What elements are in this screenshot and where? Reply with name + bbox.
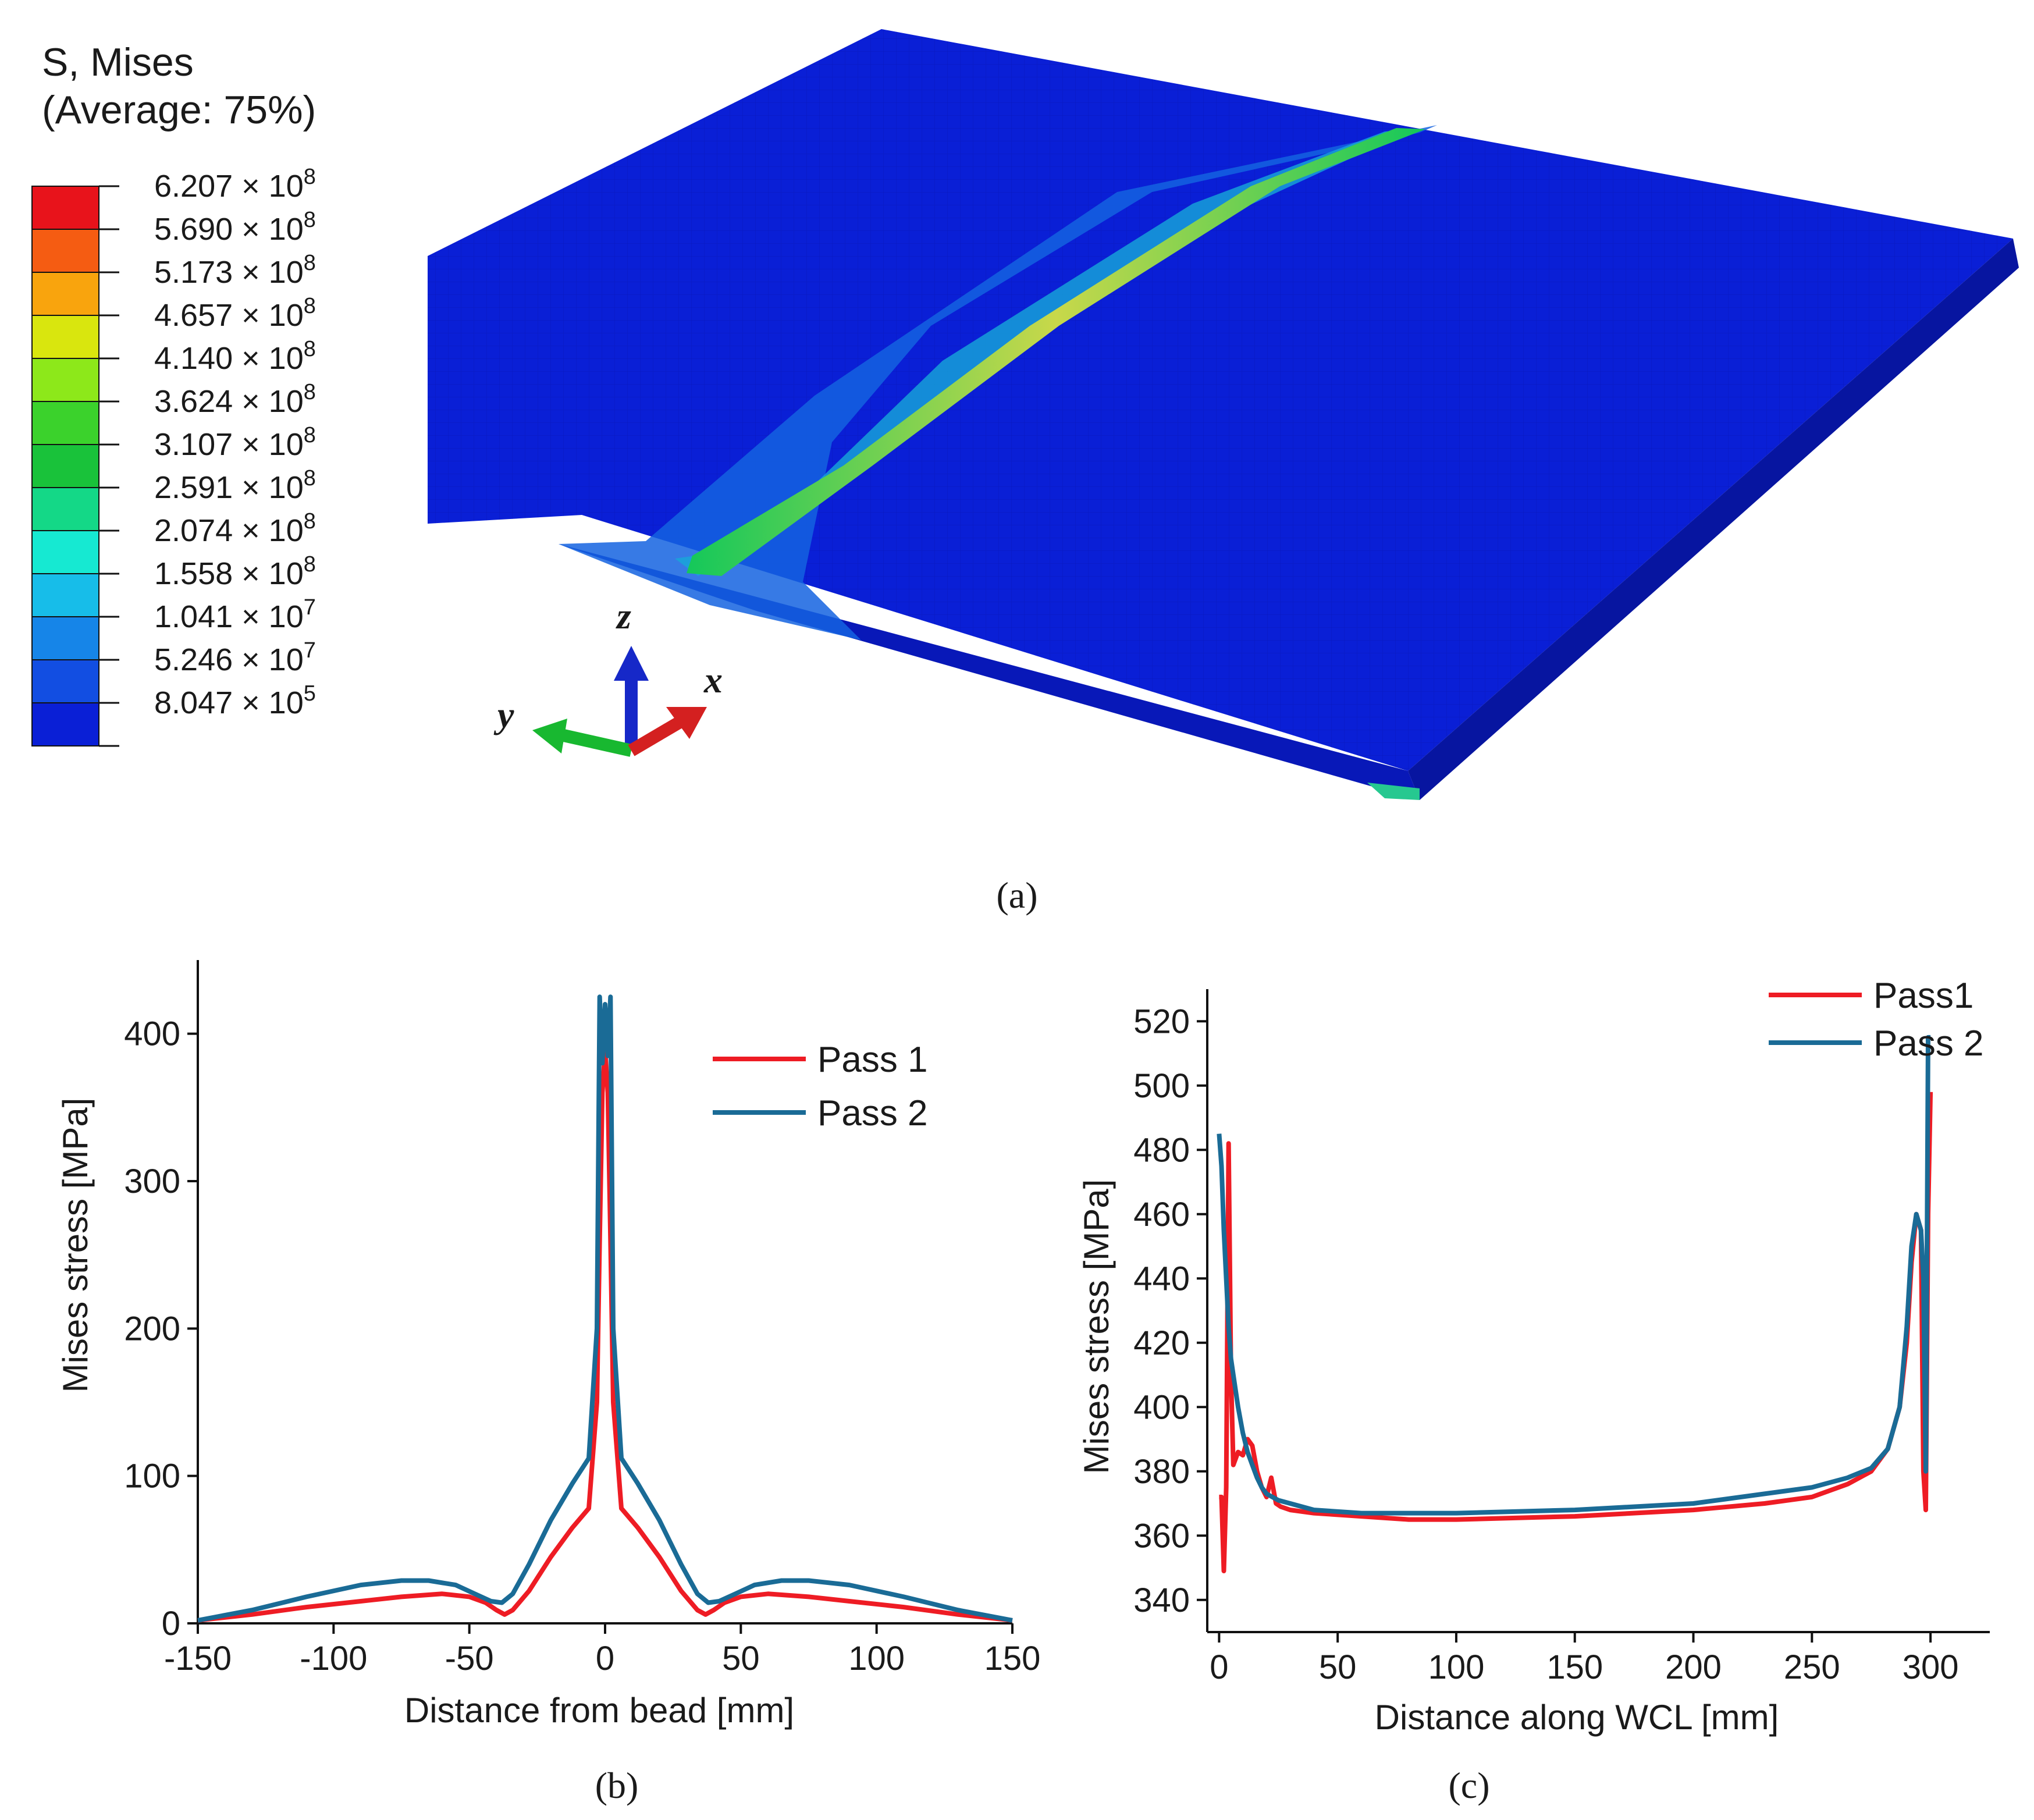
series-line-0: [197, 1046, 1013, 1623]
z-arrow-head: [614, 646, 649, 681]
y-tick-label: 380: [1133, 1453, 1190, 1491]
y-tick-label: 200: [124, 1310, 180, 1348]
legend-label-1: Pass 2: [817, 1093, 928, 1133]
legend-label-1: 5.690 × 108: [154, 208, 316, 247]
x-tick-label: 50: [722, 1640, 760, 1677]
x-arrow-head: [666, 707, 707, 739]
x-tick-label: 250: [1784, 1648, 1840, 1686]
legend-label-6: 3.107 × 108: [154, 423, 316, 462]
legend-label-8: 2.074 × 108: [154, 509, 316, 548]
x-tick-label: -100: [300, 1640, 367, 1677]
y-tick-label: 300: [124, 1163, 180, 1200]
y-arrow-head: [532, 719, 567, 753]
y-tick-label: 0: [162, 1605, 180, 1643]
legend-label-1: Pass 2: [1873, 1023, 1984, 1064]
z-axis-label: z: [616, 595, 631, 637]
weld-bead: [687, 128, 1425, 576]
legend-swatch-6: [31, 444, 99, 488]
legend-swatch-10: [31, 616, 99, 660]
y-tick-label: 400: [124, 1015, 180, 1053]
legend-label-7: 2.591 × 108: [154, 466, 316, 505]
x-tick-label: 0: [1210, 1648, 1228, 1686]
x-axis-arrow: [628, 716, 684, 756]
legend-swatch-9: [31, 573, 99, 617]
x-tick-label: 200: [1665, 1648, 1722, 1686]
legend-label-12: 8.047 × 105: [154, 681, 316, 720]
legend-swatch-3: [31, 315, 99, 359]
y-axis-label: y: [493, 694, 514, 735]
y-tick-label: 100: [124, 1458, 180, 1495]
chart-c: 0 50 100 150 200 250 300 340 360 380 400 420 440 460 4…: [1077, 976, 1990, 1806]
legend-swatch-4: [31, 358, 99, 402]
chart-b-plot-area: -150 -100 -50 0 50 100 150 0 100 200 300 400 Pass 1 P…: [124, 960, 1040, 1677]
legend-label-4: 4.140 × 108: [154, 337, 316, 376]
contour-legend: 6.207 × 108 5.690 × 108 5.173 × 108 4.657 ×…: [31, 165, 316, 747]
legend-swatch-8: [31, 530, 99, 574]
legend-label-0: 6.207 × 108: [154, 165, 316, 204]
y-axis-arrow: [557, 728, 633, 757]
legend-title-line1: S, Mises: [42, 40, 194, 84]
x-tick-label: 300: [1903, 1648, 1959, 1686]
y-tick-label: 460: [1133, 1196, 1190, 1234]
series-line-0: [1219, 1092, 1933, 1573]
legend-swatch-7: [31, 487, 99, 531]
x-tick-label: -50: [445, 1640, 494, 1677]
panel-a: S, Mises (Average: 75%) 6.207 × 108 5.690…: [31, 29, 2019, 916]
legend-swatch-11: [31, 659, 99, 703]
legend-swatch-2: [31, 272, 99, 316]
y-tick-label: 440: [1133, 1260, 1190, 1298]
chart-c-ylabel: Mises stress [MPa]: [1077, 1179, 1116, 1474]
x-tick-label: 100: [1428, 1648, 1485, 1686]
plate-top-mesh: [428, 29, 2013, 771]
x-tick-label: 150: [984, 1640, 1041, 1677]
legend-label-3: 4.657 × 108: [154, 294, 316, 333]
legend-title-line2: (Average: 75%): [42, 88, 316, 132]
legend-swatch-0: [31, 186, 99, 230]
x-tick-label: 0: [596, 1640, 614, 1677]
legend-label-10: 1.041 × 107: [154, 595, 316, 634]
legend-swatch-12: [31, 702, 99, 747]
x-tick-label: 50: [1319, 1648, 1357, 1686]
corner-hot-spot: [1367, 783, 1420, 800]
legend-swatch-5: [31, 401, 99, 445]
chart-c-xlabel: Distance along WCL [mm]: [1375, 1698, 1779, 1737]
x-tick-label: 150: [1546, 1648, 1603, 1686]
legend-label-2: 5.173 × 108: [154, 251, 316, 290]
y-tick-label: 360: [1133, 1517, 1190, 1555]
legend-label-0: Pass1: [1873, 976, 1973, 1016]
y-tick-label: 500: [1133, 1067, 1190, 1105]
coordinate-triad: z y x: [493, 595, 723, 757]
chart-b-xlabel: Distance from bead [mm]: [404, 1691, 794, 1730]
x-tick-label: 100: [848, 1640, 905, 1677]
y-tick-label: 520: [1133, 1003, 1190, 1040]
legend-label-9: 1.558 × 108: [154, 552, 316, 591]
plate-right-face: [1408, 239, 2019, 800]
fe-plate-model: [428, 29, 2019, 800]
legend-label-0: Pass 1: [817, 1040, 928, 1080]
y-tick-label: 340: [1133, 1581, 1190, 1619]
legend-label-5: 3.624 × 108: [154, 380, 316, 419]
caption-b: (b): [595, 1765, 639, 1806]
chart-c-plot-area: 0 50 100 150 200 250 300 340 360 380 400 420 440 460 4…: [1133, 976, 1990, 1686]
x-tick-label: -150: [164, 1640, 232, 1677]
x-axis-label: x: [703, 659, 723, 701]
caption-a: (a): [996, 875, 1037, 916]
legend-label-11: 5.246 × 107: [154, 638, 316, 677]
series-line-1: [197, 994, 1013, 1623]
y-tick-label: 400: [1133, 1388, 1190, 1426]
series-line-1: [1217, 1035, 1931, 1516]
y-tick-label: 480: [1133, 1131, 1190, 1169]
caption-c: (c): [1448, 1765, 1489, 1806]
y-tick-label: 420: [1133, 1324, 1190, 1362]
chart-b: -150 -100 -50 0 50 100 150 0 100 200 300 400 Pass 1 P…: [56, 960, 1040, 1806]
chart-b-ylabel: Mises stress [MPa]: [56, 1098, 95, 1393]
legend-swatch-1: [31, 229, 99, 273]
